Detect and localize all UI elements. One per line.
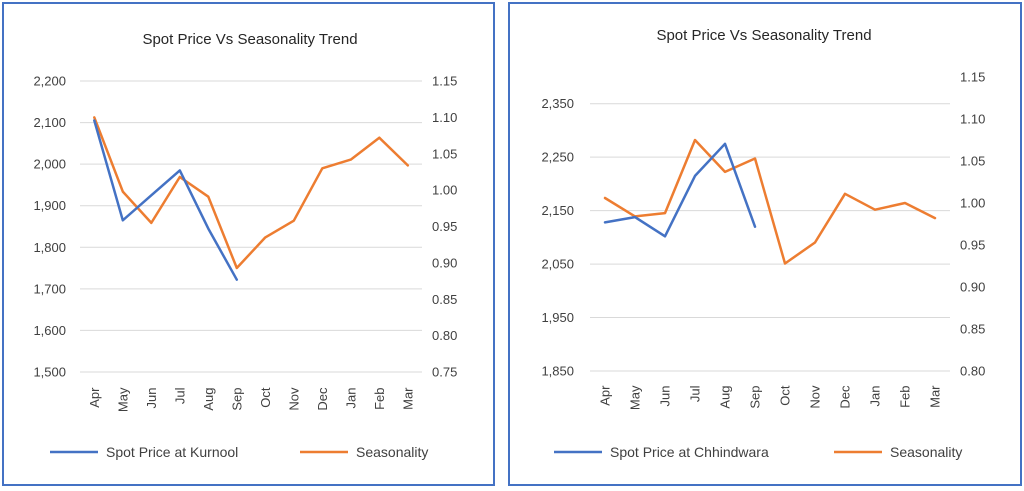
x-tick-label: Jan — [343, 388, 358, 409]
y-left-tick-label: 2,000 — [33, 157, 66, 172]
x-tick-label: Mar — [928, 385, 943, 408]
y-right-tick-label: 0.95 — [960, 238, 985, 253]
y-right-tick-label: 0.95 — [432, 219, 457, 234]
y-right-tick-label: 1.00 — [432, 183, 457, 198]
legend-label: Seasonality — [890, 444, 962, 460]
x-tick-label: Aug — [201, 388, 216, 411]
seasonality-series-line — [603, 138, 937, 265]
seasonality-series-line — [93, 116, 410, 270]
x-tick-label: Dec — [838, 385, 853, 409]
x-tick-label: Jun — [144, 388, 159, 409]
x-tick-label: Jun — [658, 386, 673, 407]
x-tick-label: Oct — [258, 387, 273, 408]
x-tick-label: Mar — [400, 387, 415, 410]
chart-panel-chhindwara: Spot Price Vs Seasonality Trend 1,850 1,95… — [508, 2, 1022, 486]
y-right-tick-label: 1.10 — [432, 110, 457, 125]
y-left-tick-label: 2,050 — [541, 257, 574, 272]
y-right-tick-label: 0.85 — [960, 322, 985, 337]
y-right-tick-label: 1.05 — [960, 154, 985, 169]
y-left-tick-label: 1,950 — [541, 310, 574, 325]
x-tick-label: May — [628, 385, 643, 410]
y-right-tick-label: 0.85 — [432, 292, 457, 307]
y-right-tick-label: 1.15 — [432, 74, 457, 89]
y-left-tick-label: 1,800 — [33, 240, 66, 255]
x-tick-label: Feb — [372, 388, 387, 410]
y-right-tick-label: 1.15 — [960, 70, 985, 85]
y-left-tick-label: 1,500 — [33, 365, 66, 380]
x-tick-label: Dec — [315, 387, 330, 411]
y-right-tick-label: 0.80 — [432, 328, 457, 343]
x-tick-label: Apr — [87, 387, 102, 408]
y-left-tick-label: 2,200 — [33, 74, 66, 89]
legend-label: Seasonality — [356, 444, 428, 460]
x-tick-label: Sep — [748, 386, 763, 409]
chart-svg-chhindwara: Spot Price Vs Seasonality Trend 1,850 1,95… — [541, 27, 985, 460]
y-left-tick-label: 2,250 — [541, 150, 574, 165]
y-left-tick-label: 2,100 — [33, 115, 66, 130]
y-left-tick-label: 2,150 — [541, 203, 574, 218]
x-tick-label: Jan — [868, 386, 883, 407]
chart-panel-kurnool: Spot Price Vs Seasonality Trend 1,500 1,60… — [2, 2, 495, 486]
x-tick-label: Feb — [898, 386, 913, 408]
y-left-tick-label: 1,900 — [33, 198, 66, 213]
x-tick-label: Oct — [778, 385, 793, 406]
y-right-tick-label: 0.80 — [960, 364, 985, 379]
legend-label: Spot Price at Kurnool — [106, 444, 238, 460]
y-right-tick-label: 0.75 — [432, 365, 457, 380]
x-tick-label: Jul — [172, 387, 187, 404]
y-left-tick-label: 2,350 — [541, 96, 574, 111]
y-left-tick-label: 1,600 — [33, 323, 66, 338]
y-right-tick-label: 1.05 — [432, 146, 457, 161]
x-tick-label: Jul — [688, 385, 703, 402]
y-left-tick-label: 1,700 — [33, 281, 66, 296]
chart-svg-kurnool: Spot Price Vs Seasonality Trend 1,500 1,60… — [33, 31, 457, 460]
y-right-tick-label: 0.90 — [432, 255, 457, 270]
y-right-tick-label: 1.10 — [960, 112, 985, 127]
x-tick-label: Apr — [598, 385, 613, 406]
x-tick-label: Sep — [229, 388, 244, 411]
y-left-tick-label: 1,850 — [541, 364, 574, 379]
spot-price-series-line — [93, 119, 239, 281]
x-tick-label: Nov — [808, 385, 823, 409]
chart-title: Spot Price Vs Seasonality Trend — [142, 31, 357, 48]
chart-title: Spot Price Vs Seasonality Trend — [656, 27, 871, 44]
x-tick-label: May — [115, 387, 130, 412]
x-tick-label: Nov — [286, 387, 301, 411]
y-right-tick-label: 1.00 — [960, 196, 985, 211]
spot-price-series-line — [603, 142, 757, 238]
x-tick-label: Aug — [718, 386, 733, 409]
legend-label: Spot Price at Chhindwara — [610, 444, 769, 460]
y-right-tick-label: 0.90 — [960, 280, 985, 295]
